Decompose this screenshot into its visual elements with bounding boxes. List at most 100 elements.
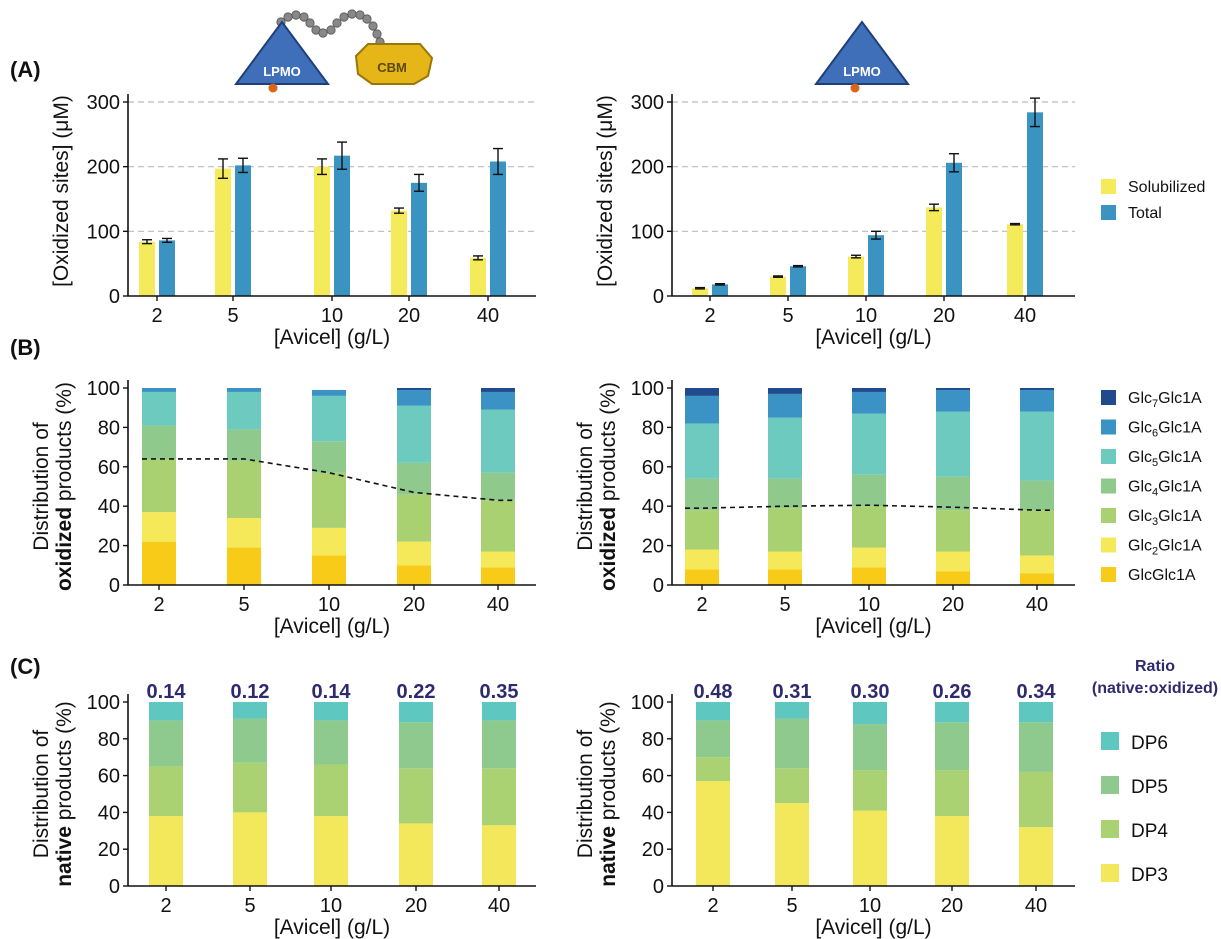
segment-dp4-10 <box>853 770 887 811</box>
segment-dp6-40 <box>1019 702 1053 723</box>
bar-solubilized-10 <box>314 166 330 296</box>
segment-glc6glc1a-2 <box>685 395 719 424</box>
y-tick-label: 60 <box>98 457 120 479</box>
x-tick-label-2: 2 <box>153 594 164 616</box>
legend-swatch-glc3glc1a <box>1101 508 1116 523</box>
legend-swatch-dp5 <box>1101 776 1119 794</box>
x-tick-label-40: 40 <box>487 594 509 616</box>
y-axis-title: [Oxidized sites] (μM) <box>50 95 73 287</box>
segment-glc3glc1a-40 <box>1020 510 1054 556</box>
y-tick-label: 0 <box>653 876 664 898</box>
legend-swatch-dp4 <box>1101 820 1119 838</box>
x-tick-label-2: 2 <box>707 895 718 917</box>
legend-label-dp4: DP4 <box>1131 821 1168 842</box>
segment-glc2glc1a-2 <box>685 549 719 570</box>
y-tick-label: 20 <box>642 839 664 861</box>
x-tick-label-20: 20 <box>403 594 425 616</box>
y-tick-label: 40 <box>642 802 664 824</box>
segment-glcglc1a-20 <box>936 571 970 585</box>
x-tick-label-2: 2 <box>151 305 162 327</box>
segment-glcglc1a-10 <box>852 567 886 585</box>
segment-dp3-20 <box>399 823 433 886</box>
legend-swatch-glc6glc1a <box>1101 419 1116 435</box>
segment-glc5glc1a-20 <box>397 405 431 463</box>
y-axis-title-rest: products (%) <box>597 701 620 820</box>
segment-glc5glc1a-40 <box>481 409 515 473</box>
segment-dp6-5 <box>775 702 809 719</box>
segment-glc5glc1a-2 <box>142 391 176 426</box>
bar-total-10 <box>334 155 350 296</box>
copper-site-left <box>268 83 278 93</box>
segment-glcglc1a-5 <box>768 569 802 585</box>
bar-solubilized-2 <box>139 241 155 296</box>
y-tick-label: 100 <box>87 221 120 243</box>
y-axis-title-rest: products (%) <box>597 382 620 501</box>
lpmo-label-right: LPMO <box>843 64 881 79</box>
segment-glc6glc1a-20 <box>936 389 970 412</box>
segment-glc2glc1a-40 <box>1020 555 1054 574</box>
x-axis-title: [Avicel] (g/L) <box>815 916 931 939</box>
y-axis-title-line1: Distribution of <box>574 422 597 551</box>
segment-glc5glc1a-20 <box>936 411 970 477</box>
lpmo-triangle-right <box>814 20 910 85</box>
bar-total-40 <box>490 161 506 296</box>
segment-dp6-2 <box>696 702 730 721</box>
chart-a-left: 0 100 200 300 2 5 10 20 40 [Avicel] (g/L) [Oxidize… <box>50 92 536 349</box>
segment-glc2glc1a-10 <box>852 547 886 568</box>
x-axis-title: [Avicel] (g/L) <box>274 326 390 349</box>
x-tick-label-5: 5 <box>786 895 797 917</box>
segment-glc2glc1a-2 <box>142 512 176 542</box>
y-tick-label: 60 <box>98 766 120 788</box>
segment-glc7glc1a-5 <box>768 388 802 394</box>
ratio-label-20: 0.26 <box>933 681 972 703</box>
y-tick-label: 300 <box>87 92 120 114</box>
segment-glc7glc1a-10 <box>852 388 886 392</box>
segment-glc5glc1a-5 <box>227 391 261 430</box>
bar-total-5 <box>235 165 251 296</box>
segment-dp3-10 <box>314 816 348 886</box>
segment-dp6-5 <box>233 702 267 719</box>
segment-glc2glc1a-20 <box>397 541 431 566</box>
y-axis-title-line2: oxidized products (%) <box>597 382 620 591</box>
y-tick-label: 40 <box>98 496 120 518</box>
x-tick-label-2: 2 <box>704 305 715 327</box>
y-tick-label: 0 <box>109 286 120 308</box>
segment-dp5-5 <box>775 718 809 769</box>
panel-label-c: (C) <box>10 654 41 679</box>
y-tick-label: 80 <box>98 729 120 751</box>
segment-glc4glc1a-40 <box>481 472 515 501</box>
y-tick-label: 20 <box>98 536 120 558</box>
segment-glcglc1a-5 <box>227 547 261 585</box>
y-tick-label: 200 <box>87 157 120 179</box>
segment-dp3-40 <box>1019 827 1053 886</box>
segment-glc6glc1a-2 <box>142 388 176 392</box>
y-axis-title-line1: Distribution of <box>30 422 53 551</box>
y-tick-label: 100 <box>631 692 664 714</box>
segment-glc4glc1a-10 <box>852 474 886 507</box>
legend-label-glc5glc1a: Glc5Glc1A <box>1128 449 1202 469</box>
x-tick-label-5: 5 <box>244 895 255 917</box>
bar-total-10 <box>868 235 884 296</box>
x-tick-label-2: 2 <box>696 594 707 616</box>
y-axis-title-bold: oxidized <box>53 501 76 591</box>
bar-solubilized-40 <box>470 257 486 296</box>
segment-dp3-10 <box>853 810 887 886</box>
y-tick-label: 60 <box>642 457 664 479</box>
ratio-label-10: 0.30 <box>851 681 890 703</box>
chart-a-right: 0 100 200 300 2 5 10 20 40 [Avicel] (g/L) [Oxidize… <box>594 92 1075 349</box>
bar-total-2 <box>712 284 728 296</box>
y-axis-title-bold: oxidized <box>597 501 620 591</box>
x-tick-label-40: 40 <box>477 305 499 327</box>
y-tick-label: 0 <box>109 876 120 898</box>
segment-dp5-2 <box>149 720 183 767</box>
x-tick-label-40: 40 <box>1014 305 1036 327</box>
y-tick-label: 80 <box>642 417 664 439</box>
bar-total-5 <box>790 266 806 296</box>
x-tick-label-10: 10 <box>318 594 340 616</box>
segment-glc6glc1a-20 <box>397 389 431 406</box>
chart-b-right: 0 20 40 60 80 100 2 5 10 20 40 [Avicel] (g/L) Distri… <box>574 378 1075 638</box>
segment-glc4glc1a-2 <box>142 425 176 459</box>
segment-glc3glc1a-10 <box>852 506 886 548</box>
segment-glc7glc1a-2 <box>685 388 719 396</box>
